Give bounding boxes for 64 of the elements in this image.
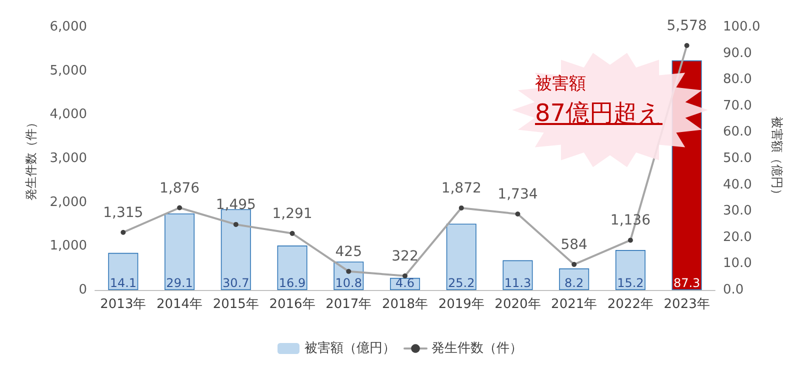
x-tick-label: 2015年 <box>212 297 259 312</box>
legend-label: 発生件数（件） <box>432 341 522 356</box>
y-tick-label: 1,000 <box>50 238 87 254</box>
x-tick-label: 2018年 <box>382 297 428 312</box>
bar <box>615 250 646 290</box>
x-tick-label: 2014年 <box>156 297 203 312</box>
x-tick-label: 2023年 <box>664 297 710 312</box>
y2-tick-label: 60.0 <box>723 124 752 140</box>
y-axis-title: 発生件数（件） <box>24 116 38 200</box>
data-label: 1,136 <box>610 212 651 229</box>
y-tick-label: 2,000 <box>50 194 87 210</box>
data-label: 1,291 <box>272 206 312 222</box>
bar <box>108 252 138 290</box>
data-label: 322 <box>392 248 418 264</box>
data-label: 14.1 <box>110 276 137 290</box>
data-label: 1,734 <box>498 186 538 202</box>
data-label: 1,872 <box>441 180 482 196</box>
bar <box>502 260 533 290</box>
data-label: 4.6 <box>395 276 415 290</box>
data-label: 87.3 <box>673 276 700 290</box>
data-label: 10.8 <box>335 276 362 290</box>
x-tick-label: 2013年 <box>100 297 146 312</box>
annotation: 被害額 <box>535 73 586 95</box>
data-label: 8.2 <box>564 276 584 290</box>
data-label: 25.2 <box>448 276 475 290</box>
x-tick-label: 2022年 <box>607 297 654 312</box>
y2-tick-label: 50.0 <box>723 151 752 166</box>
y-tick-label: 0 <box>78 282 87 298</box>
data-label: 15.2 <box>617 276 644 290</box>
data-label: 425 <box>335 244 362 260</box>
data-label: 1,876 <box>160 180 200 196</box>
y2-tick-label: 80.0 <box>723 72 752 88</box>
bar <box>164 213 195 290</box>
data-label: 11.3 <box>504 276 532 290</box>
bar <box>220 209 251 290</box>
y2-axis-title: 被害額（億円） <box>770 116 784 200</box>
bar <box>277 246 308 290</box>
x-tick-label: 2019年 <box>438 297 484 312</box>
y2-tick-label: 90.0 <box>723 46 752 61</box>
y2-tick-label: 100.0 <box>723 20 760 34</box>
data-label: 1,315 <box>103 204 144 221</box>
bar <box>446 224 476 290</box>
x-tick-label: 2017年 <box>326 297 372 312</box>
y2-tick-label: 0.0 <box>723 282 744 298</box>
y-tick-label: 6,000 <box>50 20 87 34</box>
y2-tick-label: 40.0 <box>723 177 752 192</box>
x-tick-label: 2016年 <box>269 297 316 312</box>
y2-tick-label: 20.0 <box>723 230 752 245</box>
y-tick-label: 3,000 <box>50 151 87 166</box>
legend-label: 被害額（億円） <box>304 340 396 356</box>
data-label: 29.1 <box>166 276 193 290</box>
y-tick-label: 4,000 <box>50 107 87 122</box>
annotation: 87億円超え <box>535 98 663 129</box>
data-label: 30.7 <box>222 276 250 290</box>
data-label: 16.9 <box>278 276 306 290</box>
y2-tick-label: 70.0 <box>723 98 752 114</box>
data-label: 1,495 <box>216 196 256 213</box>
data-label: 584 <box>560 236 588 253</box>
y2-tick-label: 10.0 <box>723 256 752 272</box>
x-tick-label: 2020年 <box>494 297 541 312</box>
y-tick-label: 5,000 <box>50 63 87 78</box>
data-label: 5,578 <box>666 18 707 34</box>
y2-tick-label: 30.0 <box>723 204 752 219</box>
x-tick-label: 2021年 <box>551 297 598 312</box>
